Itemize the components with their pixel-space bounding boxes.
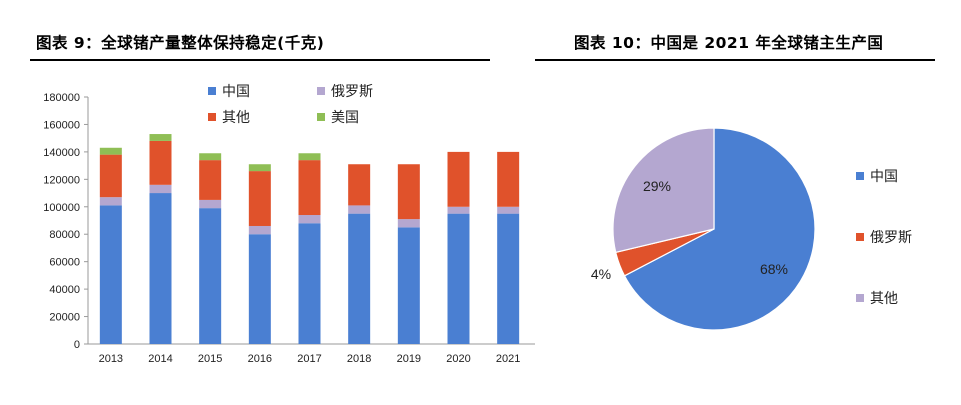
bar-segment	[348, 213, 371, 344]
legend-swatch	[856, 294, 864, 302]
x-tick-label: 2015	[198, 353, 222, 365]
bar-segment	[298, 160, 321, 216]
title-divider-left	[30, 59, 490, 61]
bar-segment	[348, 205, 371, 214]
y-tick-label: 0	[74, 339, 80, 351]
y-tick-label: 180000	[43, 92, 80, 104]
bar-segment	[298, 215, 321, 224]
legend-label: 中国	[870, 169, 898, 185]
bar-segment	[199, 208, 222, 344]
pie-slice	[612, 127, 715, 254]
legend-swatch	[317, 113, 325, 121]
bar-segment	[149, 134, 172, 141]
bar-segment	[248, 164, 271, 172]
bar-segment	[199, 160, 222, 200]
bar-segment	[447, 151, 470, 207]
legend-label: 俄罗斯	[331, 84, 373, 100]
legend-swatch	[856, 172, 864, 180]
bar-segment	[397, 164, 420, 220]
legend-swatch	[856, 233, 864, 241]
bar-segment	[99, 205, 122, 344]
bar-segment	[497, 206, 520, 214]
legend-label: 其他	[870, 291, 898, 307]
figure-10-title: 图表 10：中国是 2021 年全球锗主生产国	[574, 34, 884, 52]
x-tick-label: 2020	[446, 353, 470, 365]
bar-segment	[149, 140, 172, 185]
bar-segment	[447, 213, 470, 344]
pie-data-label: 29%	[643, 178, 671, 194]
y-tick-label: 140000	[43, 147, 80, 159]
bar-segment	[447, 206, 470, 214]
legend-swatch	[317, 87, 325, 95]
x-tick-label: 2013	[99, 353, 123, 365]
x-tick-label: 2017	[297, 353, 321, 365]
pie-data-label: 4%	[591, 266, 611, 282]
bar-segment	[348, 164, 371, 206]
x-tick-label: 2014	[148, 353, 172, 365]
x-tick-label: 2016	[248, 353, 272, 365]
bar-segment	[248, 234, 271, 344]
y-tick-label: 120000	[43, 174, 80, 186]
bar-segment	[199, 153, 222, 161]
legend-swatch	[208, 87, 216, 95]
y-tick-label: 100000	[43, 202, 80, 214]
legend-label: 俄罗斯	[870, 230, 912, 246]
bar-segment	[298, 153, 321, 161]
y-tick-label: 160000	[43, 119, 80, 131]
y-tick-label: 20000	[49, 312, 80, 324]
bar-segment	[99, 154, 122, 198]
bar-segment	[149, 193, 172, 344]
x-tick-label: 2019	[397, 353, 421, 365]
bar-segment	[248, 225, 271, 235]
y-tick-label: 40000	[49, 284, 80, 296]
figure-9-title: 图表 9：全球锗产量整体保持稳定(千克)	[36, 34, 325, 52]
bar-segment	[397, 219, 420, 228]
bar-segment	[497, 151, 520, 207]
y-tick-label: 60000	[49, 257, 80, 269]
legend-swatch	[208, 113, 216, 121]
legend-label: 中国	[222, 84, 250, 100]
pie-slice	[623, 127, 816, 331]
y-tick-label: 80000	[49, 229, 80, 241]
bar-segment	[248, 171, 271, 226]
legend-label: 其他	[222, 110, 250, 126]
x-tick-label: 2021	[496, 353, 520, 365]
bar-segment	[397, 227, 420, 344]
pie-data-label: 68%	[760, 261, 788, 277]
bar-segment	[497, 213, 520, 344]
bar-segment	[99, 147, 122, 155]
bar-segment	[149, 184, 172, 194]
x-tick-label: 2018	[347, 353, 371, 365]
bar-segment	[298, 223, 321, 344]
legend-label: 美国	[331, 110, 359, 126]
bar-chart-production: 0 20000 40000 60000 80000 100000 120000 140000 1…	[43, 84, 535, 365]
bar-segment	[199, 199, 222, 209]
bar-segment	[99, 197, 122, 206]
title-divider-right	[535, 59, 935, 61]
